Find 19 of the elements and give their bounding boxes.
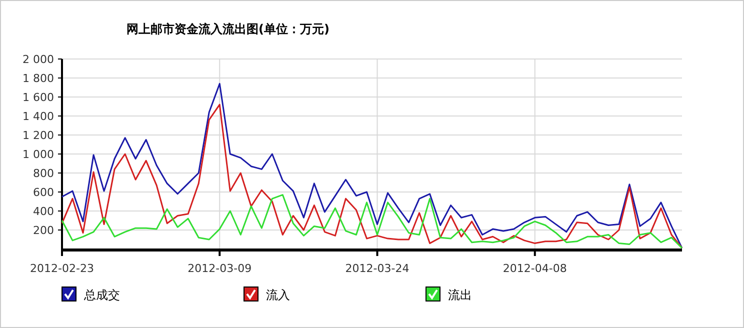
y-tick-label: 2 000 [22, 53, 54, 66]
legend-label: 流出 [448, 288, 472, 302]
chart-title: 网上邮市资金流入流出图(单位：万元) [126, 22, 330, 36]
line-series [61, 194, 683, 249]
y-tick-label: 1 000 [22, 148, 54, 161]
y-tick-label: 1 200 [22, 129, 54, 142]
x-tick-label: 2012-03-09 [188, 262, 252, 275]
x-tick-label: 2012-02-23 [30, 262, 94, 275]
y-tick-label: 1 600 [22, 91, 54, 104]
y-tick-label: 400 [33, 205, 54, 218]
legend-label: 总成交 [83, 288, 120, 302]
x-tick-label: 2012-03-24 [345, 262, 410, 275]
y-tick-label: 800 [33, 167, 54, 180]
y-tick-label: 600 [33, 186, 54, 199]
y-tick-label: 1 400 [22, 110, 54, 123]
legend-label: 流入 [266, 288, 290, 302]
x-tick-label: 2012-04-08 [502, 262, 567, 275]
y-tick-label: 200 [33, 224, 54, 237]
y-tick-label: 1 800 [22, 72, 54, 85]
